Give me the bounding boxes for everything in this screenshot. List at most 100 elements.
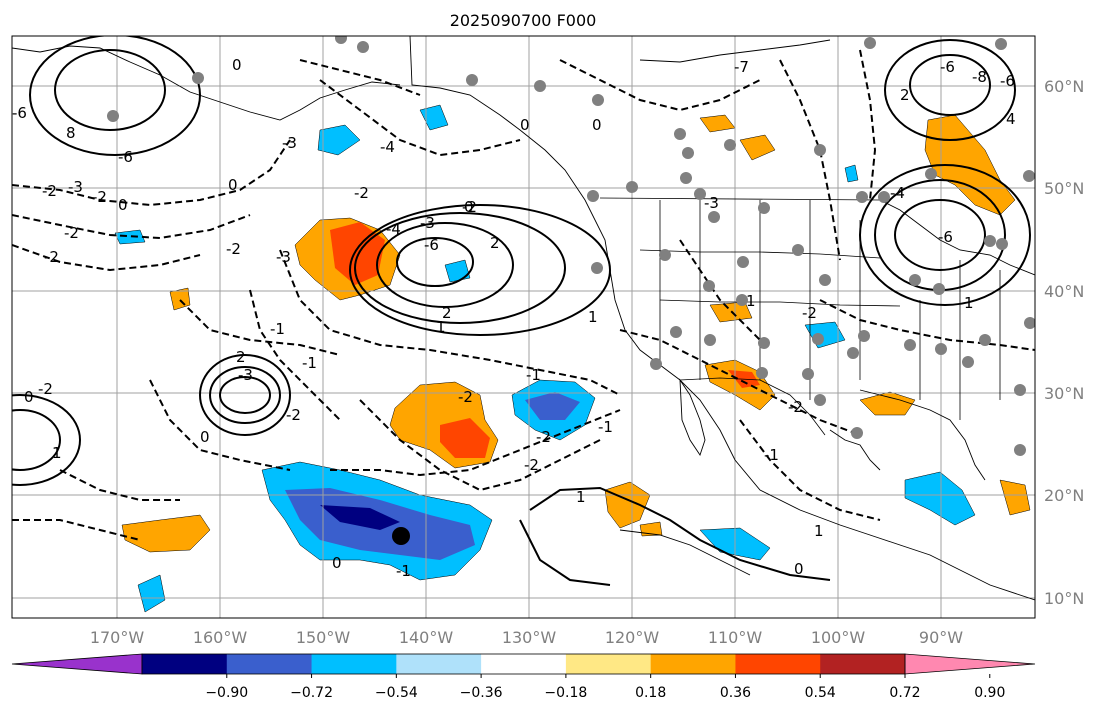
contour-label: 0 (794, 560, 804, 578)
contour-label: -8 (972, 68, 987, 86)
colorbar-outline (141, 653, 906, 675)
blob-4 (904, 471, 976, 526)
contour-label: 2 (236, 348, 246, 366)
colorbar-tick-label: −0.90 (205, 685, 248, 701)
blob-1 (604, 481, 651, 529)
neg-anomaly-near-130w-core (525, 392, 580, 420)
contours-negative (12, 49, 1035, 541)
contour-label: 0 (24, 388, 34, 406)
lon-tick-label: 90°W (919, 628, 963, 647)
contour-label: -2 (42, 182, 57, 200)
contour-label: 0 (592, 116, 602, 134)
contour-label: -1 (598, 418, 613, 436)
contour-label: -2 (536, 428, 551, 446)
contour-label: 0 (200, 428, 210, 446)
contour-label: -2 (458, 388, 473, 406)
colorbar-tick-label: 0.90 (974, 685, 1005, 701)
contour-label: -1 (396, 562, 411, 580)
lat-tick-label: 20°N (1044, 486, 1084, 505)
contour-label: -3 (420, 214, 435, 232)
contour-label: -2 (44, 248, 59, 266)
blob-2 (121, 514, 211, 553)
contour-label: -4 (380, 138, 395, 156)
latitude-labels: 60°N 50°N 40°N 30°N 20°N 10°N (1044, 77, 1084, 608)
lat-tick-label: 60°N (1044, 77, 1084, 96)
blob-6 (317, 124, 361, 156)
station-dots (107, 36, 1035, 456)
colorbar-segment (396, 654, 482, 674)
contour-label: 0 (228, 176, 238, 194)
contour-label: -3 (282, 134, 297, 152)
lon-tick-label: 120°W (605, 628, 660, 647)
contour-label: -6 (424, 236, 439, 254)
colorbar-segment (142, 654, 228, 674)
contour-label: 4 (1006, 110, 1016, 128)
contour-label: 2 (490, 234, 500, 252)
colorbar: −0.90 −0.72 −0.54 −0.36 −0.18 0.18 0.36 0.54 0.7… (11, 653, 1036, 701)
map-frame (11, 35, 1036, 619)
lat-tick-label: 30°N (1044, 384, 1084, 403)
neg-anomaly-core-2 (320, 505, 400, 530)
colorbar-tick-label: 0.36 (720, 685, 751, 701)
contour-label: -6 (938, 228, 953, 246)
colorbar-tick-label: −0.18 (544, 685, 587, 701)
contour-label: 0 (118, 196, 128, 214)
longitude-labels: 170°W 160°W 150°W 140°W 130°W 120°W 110°… (90, 628, 963, 647)
target-location-dot (392, 527, 410, 545)
contour-label: -3 (704, 194, 719, 212)
contour-label: -2 (38, 380, 53, 398)
contour-label: -2 (354, 184, 369, 202)
contour-label: -6 (940, 58, 955, 76)
contour-label: -2 (462, 198, 477, 216)
colorbar-segment (820, 654, 906, 674)
contour-label: 0 (332, 554, 342, 572)
colorbar-tick-label: −0.36 (460, 685, 503, 701)
shaded-anomalies (114, 104, 1031, 613)
contour-label: -1 (302, 354, 317, 372)
contour-label: -2 (802, 304, 817, 322)
borders (599, 197, 1001, 436)
lon-tick-label: 170°W (90, 628, 145, 647)
colorbar-segment (481, 654, 567, 674)
lon-tick-label: 110°W (708, 628, 763, 647)
blob-18 (844, 164, 859, 183)
contour-labels: -6 8 -6 -2 -3 -2 -2 0 -2 -2 -3 -4 -3 0 -… (12, 56, 1016, 580)
contour-label: -7 (734, 58, 749, 76)
contour-label: 1 (52, 444, 62, 462)
contour-label: -2 (286, 406, 301, 424)
contour-label: -2 (226, 240, 241, 258)
contour-label: -6 (12, 104, 27, 122)
graticule (12, 36, 1035, 618)
lon-tick-label: 160°W (193, 628, 248, 647)
contour-label: -6 (1000, 72, 1015, 90)
contour-label: 1 (814, 522, 824, 540)
contour-label: -1 (526, 366, 541, 384)
colorbar-segment (650, 654, 736, 674)
contour-label: -2 (788, 398, 803, 416)
contour-label: -1 (270, 320, 285, 338)
contour-label: -6 (118, 148, 133, 166)
contour-label: -2 (92, 188, 107, 206)
colorbar-segment (565, 654, 652, 674)
blob-9 (739, 134, 776, 161)
colorbar-segment (311, 654, 397, 674)
contour-label: 0 (520, 116, 530, 134)
pos-anomaly-near-135w-core (440, 418, 490, 458)
lon-tick-label: 100°W (811, 628, 866, 647)
blob-14 (137, 574, 166, 613)
colorbar-segment (226, 654, 313, 674)
contour-label: -3 (238, 366, 253, 384)
blob-16 (114, 229, 146, 245)
contour-label: 2 (442, 304, 452, 322)
contour-label: 1 (588, 308, 598, 326)
contour-label: 1 (746, 292, 756, 310)
contour-label: -4 (890, 184, 905, 202)
colorbar-extend-high (904, 653, 1036, 675)
lat-tick-label: 10°N (1044, 589, 1084, 608)
contour-label: 2 (900, 86, 910, 104)
plot-title: 2025090700 F000 (450, 11, 597, 30)
contour-label: -2 (64, 224, 79, 242)
colorbar-tick-label: −0.54 (375, 685, 418, 701)
colorbar-tick-label: 0.18 (635, 685, 666, 701)
coastlines (12, 36, 1035, 601)
